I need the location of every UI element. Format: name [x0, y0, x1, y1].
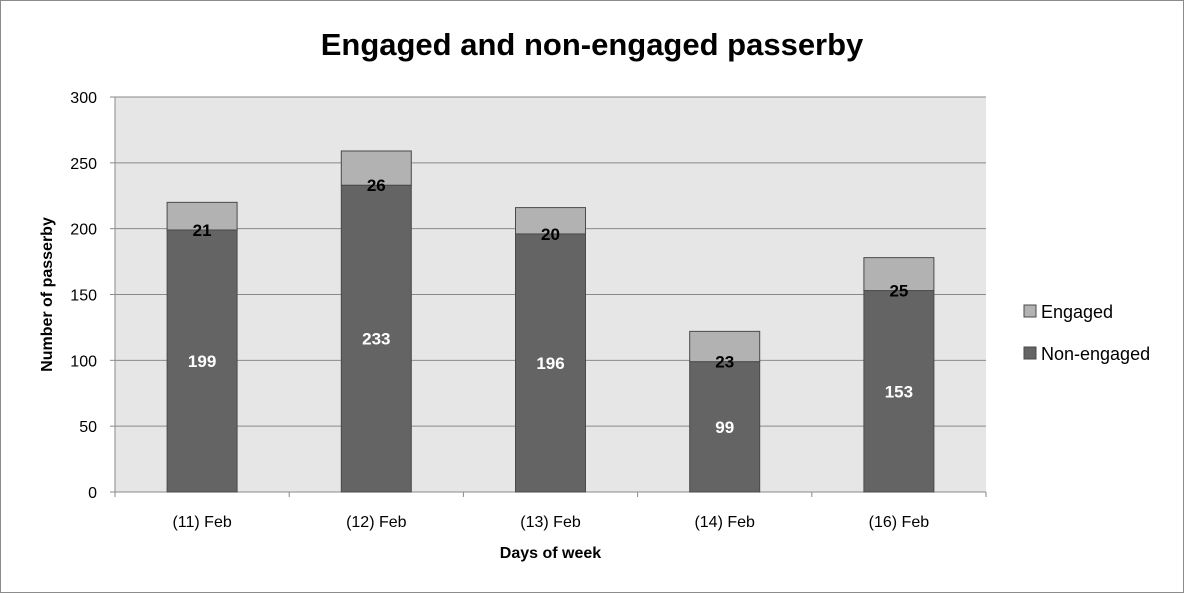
data-label: 199	[188, 352, 216, 371]
chart-title: Engaged and non-engaged passerby	[320, 27, 864, 62]
x-tick-label: (12) Feb	[346, 514, 407, 531]
bar-engaged	[515, 207, 586, 235]
y-tick-label: 250	[70, 156, 97, 173]
y-tick-label: 200	[70, 222, 97, 239]
legend-swatch	[1023, 304, 1037, 318]
data-label: 153	[885, 382, 913, 401]
bar-non-engaged	[689, 361, 761, 493]
bar-engaged	[863, 257, 935, 292]
bar-engaged	[340, 150, 412, 186]
x-tick-label: (13) Feb	[520, 514, 581, 531]
y-axis-title: Number of passerby	[39, 217, 56, 372]
y-tick-label: 100	[70, 353, 97, 370]
data-label: 25	[889, 282, 908, 301]
bar-non-engaged	[515, 233, 586, 493]
bar-non-engaged	[340, 184, 412, 493]
x-axis-title: Days of week	[500, 545, 601, 562]
x-tick-label: (16) Feb	[869, 514, 930, 531]
x-tick-label: (14) Feb	[694, 514, 755, 531]
data-label: 26	[367, 176, 386, 195]
data-label: 23	[715, 353, 734, 372]
bar-non-engaged	[166, 229, 238, 493]
y-tick-label: 300	[70, 90, 97, 107]
x-tick-label: (11) Feb	[172, 514, 231, 531]
legend-label: Engaged	[1041, 302, 1113, 322]
data-label: 99	[715, 418, 734, 437]
data-label: 196	[536, 354, 564, 373]
y-tick-label: 150	[70, 288, 97, 305]
y-tick-label: 0	[88, 485, 97, 502]
data-label: 21	[193, 221, 212, 240]
data-label: 233	[362, 330, 390, 349]
data-label: 20	[541, 225, 560, 244]
bar-engaged	[689, 330, 761, 363]
bar-non-engaged	[863, 290, 935, 493]
y-tick-label: 50	[79, 419, 97, 436]
legend-label: Non-engaged	[1041, 344, 1150, 364]
bar-engaged	[166, 201, 238, 231]
legend-swatch	[1023, 346, 1037, 360]
